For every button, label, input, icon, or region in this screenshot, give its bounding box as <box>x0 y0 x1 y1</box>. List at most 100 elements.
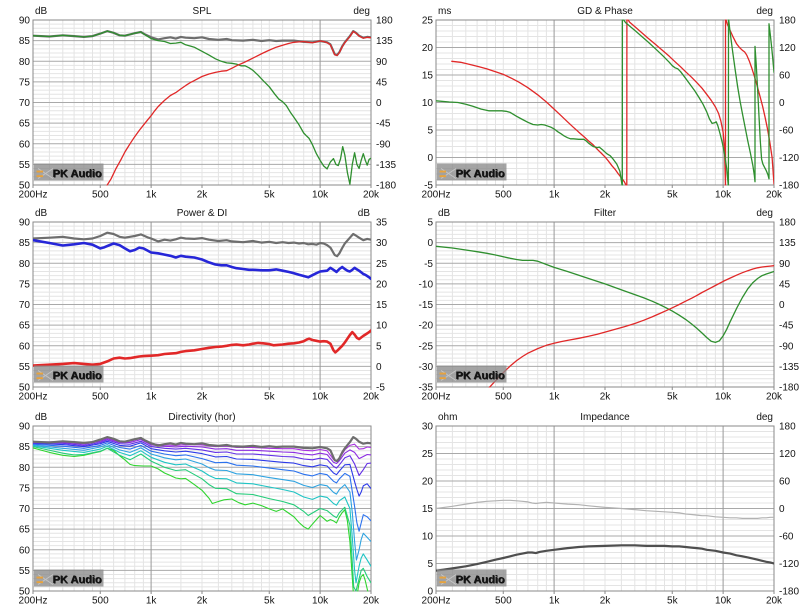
series-deg-70 <box>33 445 371 584</box>
watermark-text: PK Audio <box>53 574 102 586</box>
y-left-tick-label: -30 <box>419 362 434 373</box>
y-right-tick-label: 180 <box>376 16 393 27</box>
y-left-tick-label: 90 <box>19 218 31 229</box>
x-tick-label: 500 <box>495 190 512 201</box>
y-right-tick-label: 0 <box>779 300 785 311</box>
logo-dash-icon <box>439 576 446 579</box>
logo-dash-icon <box>439 581 446 584</box>
y-left-tick-label: 15 <box>422 71 434 82</box>
grid <box>436 426 774 591</box>
logo-dash-icon <box>439 170 446 173</box>
y-left-tick-label: -35 <box>419 383 434 394</box>
y-left-tick-label: 55 <box>19 362 31 373</box>
series-deg-30 <box>33 439 371 477</box>
x-tick-label: 500 <box>495 596 512 607</box>
y-left-tick-label: 75 <box>19 279 31 290</box>
y-right-tick-label: 20 <box>376 279 388 290</box>
y-left-tick-label: -25 <box>419 341 434 352</box>
x-tick-label: 2k <box>197 190 209 201</box>
x-tick-label: 1k <box>549 190 561 201</box>
x-tick-label: 1k <box>146 596 158 607</box>
y-left-tick-label: 10 <box>422 532 434 543</box>
y-right-tick-label: 90 <box>779 259 791 270</box>
chart-title: Power & DI <box>177 208 228 219</box>
x-tick-label: 10k <box>715 190 732 201</box>
y-left-tick-label: 20 <box>422 43 434 54</box>
axis-labels: 200Hz 500 1k 2k 5k 10k 20k 25 20 15 10 5 0 -5 180 120 60… <box>422 6 800 200</box>
x-tick-label: 200Hz <box>422 596 451 607</box>
logo-dash-icon <box>439 377 446 380</box>
logo-dash-icon <box>439 372 446 375</box>
x-tick-label: 5k <box>667 596 679 607</box>
panel-impedance: PK Audio PK Audio 200Hz 500 1k 2k 5k 10k 20k 30 25… <box>403 405 806 611</box>
y-left-tick-label: 80 <box>19 57 31 68</box>
series-filter-green <box>436 245 774 344</box>
x-tick-label: 200Hz <box>19 596 48 607</box>
y-right-tick-label: 90 <box>376 57 388 68</box>
y-left-tick-label: 50 <box>19 587 31 598</box>
x-tick-label: 2k <box>600 596 612 607</box>
y-left-tick-label: 70 <box>19 504 31 515</box>
x-tick-label: 10k <box>312 596 329 607</box>
panel-power-di: PK Audio PK Audio 200Hz 500 1k 2k 5k 10k 20k 90 85… <box>0 200 403 405</box>
series-impedance-phase <box>436 499 774 519</box>
watermark-text: PK Audio <box>53 370 102 382</box>
y-left-tick-label: 65 <box>19 119 31 130</box>
x-tick-label: 20k <box>363 596 380 607</box>
y-right-unit: deg <box>756 412 773 423</box>
series-deg-40 <box>33 440 371 497</box>
y-right-tick-label: 15 <box>376 300 388 311</box>
y-left-tick-label: 80 <box>19 259 31 270</box>
series-deg-0 <box>33 436 371 463</box>
x-tick-label: 5k <box>264 392 276 403</box>
x-tick-label: 5k <box>667 392 679 403</box>
y-right-tick-label: 135 <box>779 238 796 249</box>
y-right-tick-label: 45 <box>779 279 791 290</box>
series-power <box>33 238 371 281</box>
y-right-tick-label: -60 <box>779 126 794 137</box>
y-left-tick-label: 85 <box>19 36 31 47</box>
y-right-unit: deg <box>353 6 370 17</box>
y-right-tick-label: -60 <box>779 532 794 543</box>
x-tick-label: 200Hz <box>422 392 451 403</box>
y-right-tick-label: -180 <box>376 181 396 192</box>
watermark-text: PK Audio <box>53 168 102 180</box>
y-right-tick-label: -180 <box>779 181 799 192</box>
x-tick-label: 5k <box>264 190 276 201</box>
y-left-tick-label: 5 <box>427 218 433 229</box>
y-left-tick-label: 15 <box>422 504 434 515</box>
y-left-tick-label: 20 <box>422 477 434 488</box>
y-left-tick-label: 85 <box>19 238 31 249</box>
y-right-unit: deg <box>756 6 773 17</box>
y-left-tick-label: 10 <box>422 98 434 109</box>
axis-labels: 200Hz 500 1k 2k 5k 10k 20k 30 25 20 15 10 5 0 180 120 60… <box>422 412 800 607</box>
series-deg-80 <box>33 446 371 592</box>
series-woofer <box>33 30 371 185</box>
y-right-tick-label: 10 <box>376 321 388 332</box>
chart-title: GD & Phase <box>577 6 633 17</box>
y-right-tick-label: 0 <box>779 504 785 515</box>
y-right-tick-label: -180 <box>779 383 799 394</box>
panel-directivity-hor: PK Audio PK Audio 200Hz 500 1k 2k 5k 10k 20k 90 85… <box>0 405 403 611</box>
x-tick-label: 1k <box>146 392 158 403</box>
grid <box>436 222 774 387</box>
watermark-text: PK Audio <box>456 370 505 382</box>
x-tick-label: 10k <box>715 596 732 607</box>
x-tick-label: 20k <box>766 596 783 607</box>
axis-labels: 200Hz 500 1k 2k 5k 10k 20k 90 85 80 75 70 65 60 55 50 18… <box>19 6 397 200</box>
y-left-tick-label: 85 <box>19 442 31 453</box>
series-impedance-magnitude <box>436 544 774 572</box>
x-tick-label: 1k <box>549 596 561 607</box>
chart-title: Directivity (hor) <box>168 412 235 423</box>
y-right-tick-label: -90 <box>376 139 391 150</box>
y-right-tick-label: -5 <box>376 383 385 394</box>
panel-filter: PK Audio PK Audio 200Hz 500 1k 2k 5k 10k 20k 5 0 -5… <box>403 200 806 405</box>
